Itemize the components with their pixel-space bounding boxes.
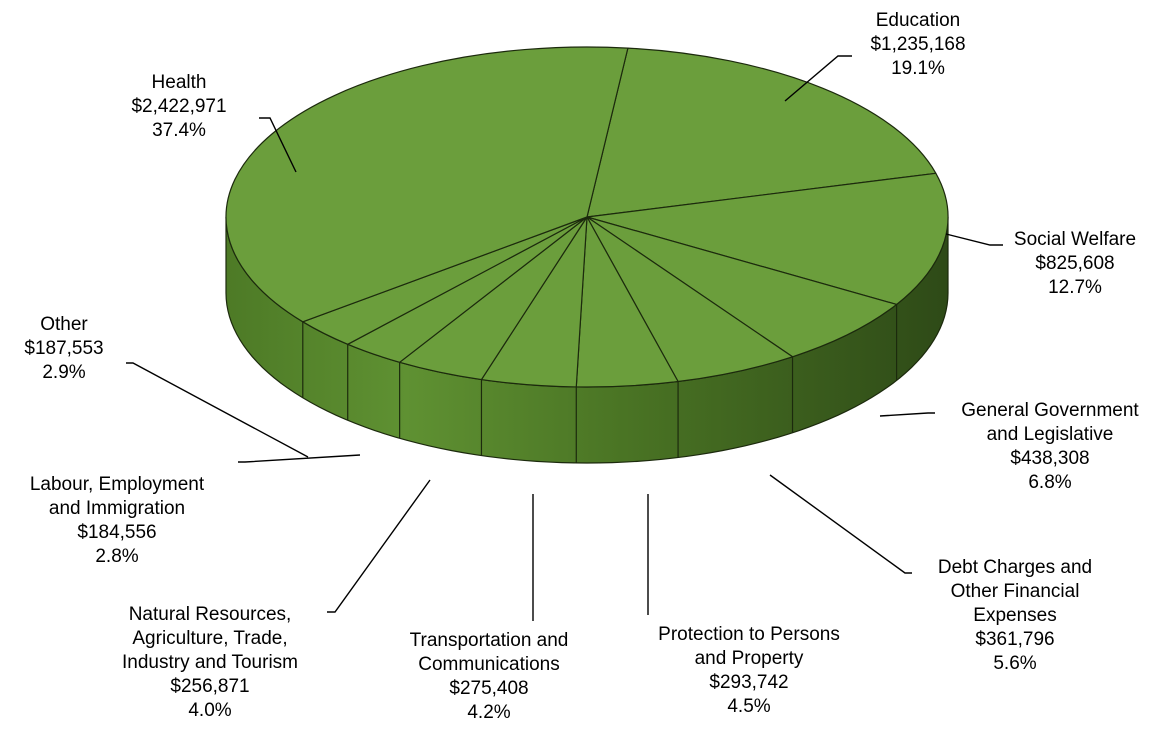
slice-labels: Education $1,235,168 19.1% Social Welfare $8… — [24, 10, 1139, 723]
leader-line-health — [259, 117, 297, 173]
pie-slice-health — [225, 46, 629, 323]
slice-value: $1,235,168 — [870, 34, 965, 55]
leader-line-other — [126, 362, 309, 458]
slice-name: Education — [876, 10, 961, 31]
leader-lines — [126, 55, 1003, 621]
leader-line-labour-employment-and-immigration — [238, 454, 361, 463]
slice-value: $184,556 — [77, 522, 156, 543]
slice-name: Industry and Tourism — [122, 652, 298, 673]
slice-name: and Legislative — [987, 424, 1114, 445]
slice-name: Protection to Persons — [658, 624, 840, 645]
slice-name: General Government — [961, 400, 1139, 421]
pie-slice-social-welfare — [586, 172, 949, 306]
slice-name: Other Financial — [951, 581, 1080, 602]
leader-line-natural-resources-agriculture-trade-industry-and-tourism — [327, 479, 431, 613]
slice-value: $438,308 — [1010, 448, 1089, 469]
slice-name: Transportation and — [410, 630, 569, 651]
leader-line-general-government-and-legislative — [879, 412, 935, 417]
slice-percent: 37.4% — [152, 120, 206, 141]
leader-line-social-welfare — [945, 233, 1003, 246]
slice-name: Labour, Employment — [30, 474, 205, 495]
slice-percent: 5.6% — [993, 653, 1036, 674]
slice-name: Social Welfare — [1014, 229, 1136, 250]
label-protection-to-persons-and-property: Protection to Persons and Property $293,74… — [658, 624, 840, 717]
slice-name: and Immigration — [49, 498, 185, 519]
slice-percent: 6.8% — [1028, 472, 1071, 493]
slice-value: $275,408 — [449, 678, 528, 699]
slice-percent: 4.0% — [188, 700, 231, 721]
slice-value: $2,422,971 — [131, 96, 226, 117]
label-debt-charges-and-other-financial-expenses: Debt Charges and Other Financial Expenses $… — [938, 557, 1092, 674]
pie-slice-general-government-and-legislative — [586, 216, 898, 358]
slice-percent: 4.2% — [467, 702, 510, 723]
label-general-government-and-legislative: General Government and Legislative $438,30… — [961, 400, 1139, 493]
slice-percent: 12.7% — [1048, 277, 1102, 298]
slice-name: and Property — [695, 648, 804, 669]
label-social-welfare: Social Welfare $825,608 12.7% — [1014, 229, 1136, 298]
slice-name: Natural Resources, — [129, 604, 292, 625]
slice-value: $361,796 — [975, 629, 1054, 650]
label-health: Health $2,422,971 37.4% — [131, 72, 226, 141]
slice-percent: 2.8% — [95, 546, 138, 567]
slice-percent: 4.5% — [727, 696, 770, 717]
pie-slice-education — [586, 47, 937, 218]
slice-value: $293,742 — [709, 672, 788, 693]
leader-line-education — [784, 55, 852, 102]
label-labour-employment-and-immigration: Labour, Employment and Immigration $184,55… — [30, 474, 205, 567]
slice-name: Expenses — [973, 605, 1056, 626]
slice-name: Communications — [418, 654, 560, 675]
label-transportation-and-communications: Transportation and Communications $275,408… — [410, 630, 569, 723]
slice-name: Debt Charges and — [938, 557, 1092, 578]
slice-name: Agriculture, Trade, — [132, 628, 287, 649]
pie-top-surface — [225, 46, 949, 388]
slice-percent: 2.9% — [42, 362, 85, 383]
slice-percent: 19.1% — [891, 58, 945, 79]
slice-value: $256,871 — [170, 676, 249, 697]
leader-line-debt-charges-and-other-financial-expenses — [769, 474, 912, 574]
slice-name: Other — [40, 314, 88, 335]
slice-value: $825,608 — [1035, 253, 1114, 274]
label-education: Education $1,235,168 19.1% — [870, 10, 965, 79]
label-other: Other $187,553 2.9% — [24, 314, 103, 383]
label-natural-resources-agriculture-trade-industry-and-tourism: Natural Resources, Agriculture, Trade, Ind… — [122, 604, 298, 721]
slice-value: $187,553 — [24, 338, 103, 359]
slice-name: Health — [152, 72, 207, 93]
